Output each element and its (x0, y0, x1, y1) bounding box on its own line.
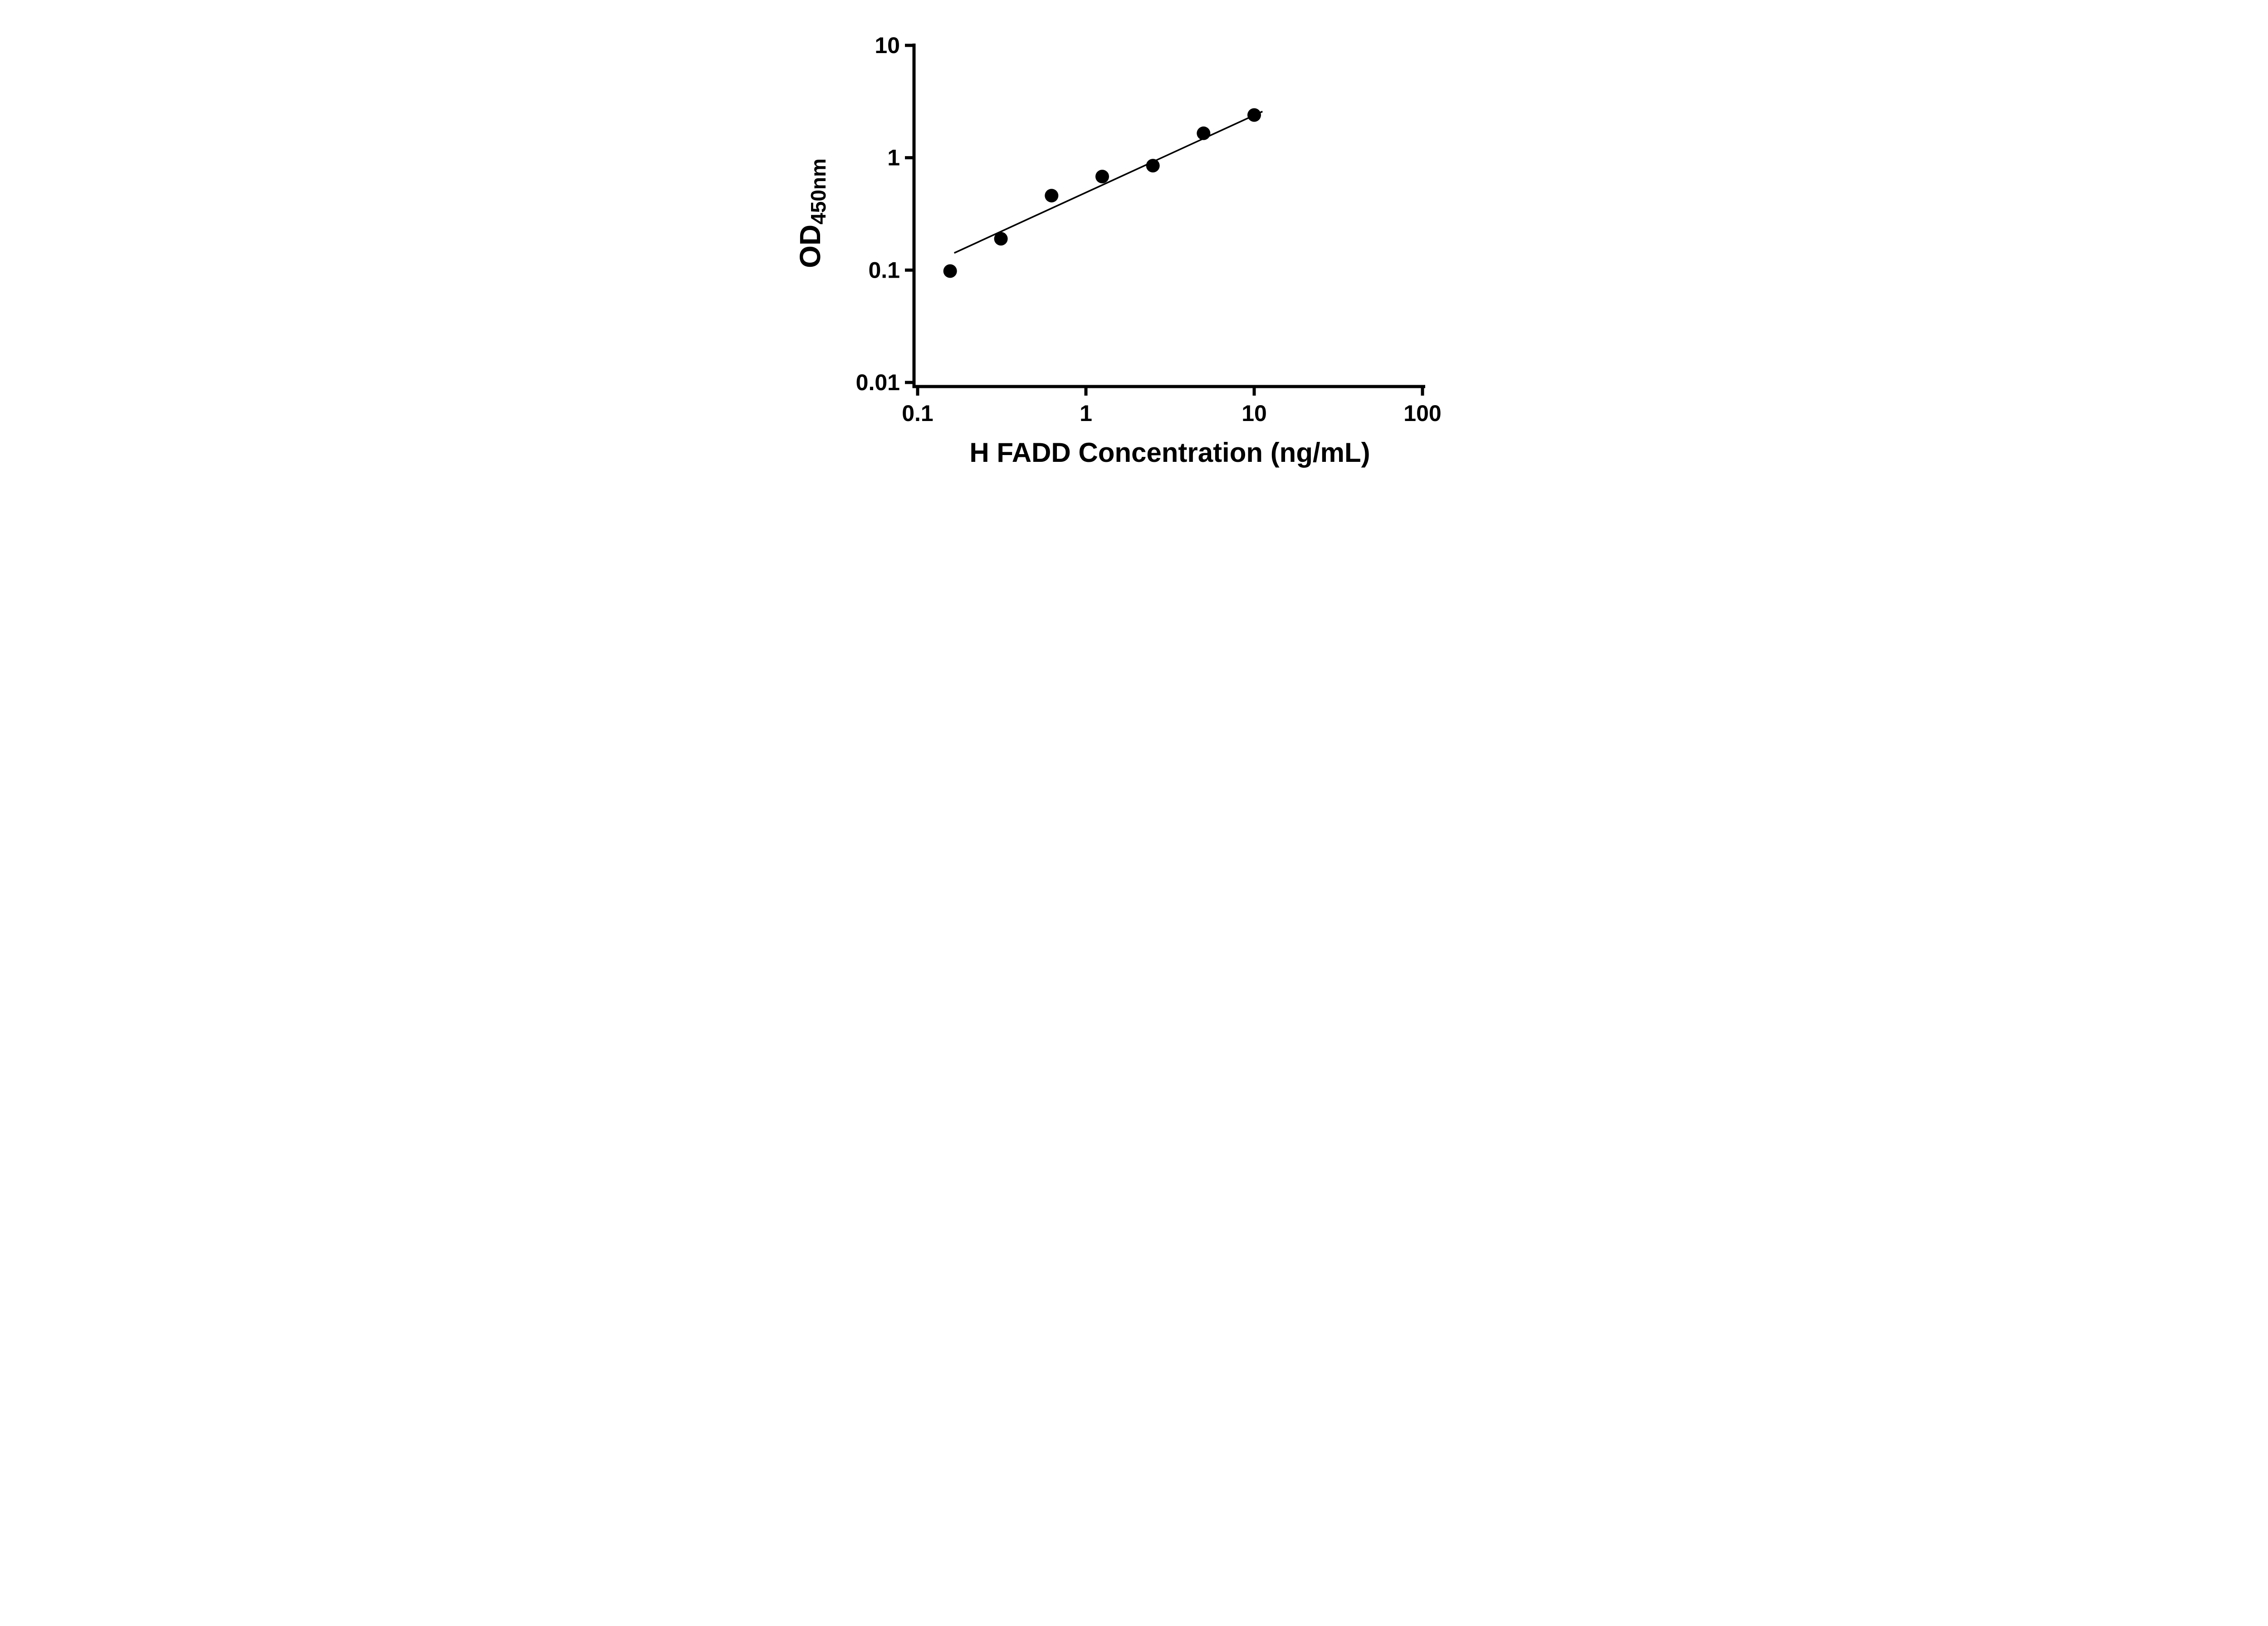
y-tick-label: 1 (887, 145, 900, 171)
data-point (1095, 170, 1109, 184)
chart-canvas: 0.1 1 10 100 10 1 0.1 0.01 H FADD Concentration… (783, 0, 1485, 495)
data-point (943, 264, 957, 278)
x-tick-label: 10 (1242, 401, 1267, 426)
data-point (1247, 108, 1261, 122)
y-axis-title: OD450nm (794, 158, 830, 268)
data-point (1146, 159, 1160, 173)
y-tick-label: 10 (875, 33, 900, 58)
x-tick-label: 0.1 (902, 401, 934, 426)
y-tick-label: 0.01 (855, 370, 899, 395)
data-point (1044, 189, 1058, 203)
y-tick-label: 0.1 (868, 257, 900, 283)
series-layer (943, 108, 1263, 278)
x-tick-label: 1 (1080, 401, 1092, 426)
data-point (994, 232, 1008, 246)
trend-line (953, 111, 1263, 254)
x-axis-title: H FADD Concentration (ng/mL) (969, 437, 1370, 468)
data-point (1196, 126, 1210, 140)
x-tick-label: 100 (1403, 401, 1441, 426)
